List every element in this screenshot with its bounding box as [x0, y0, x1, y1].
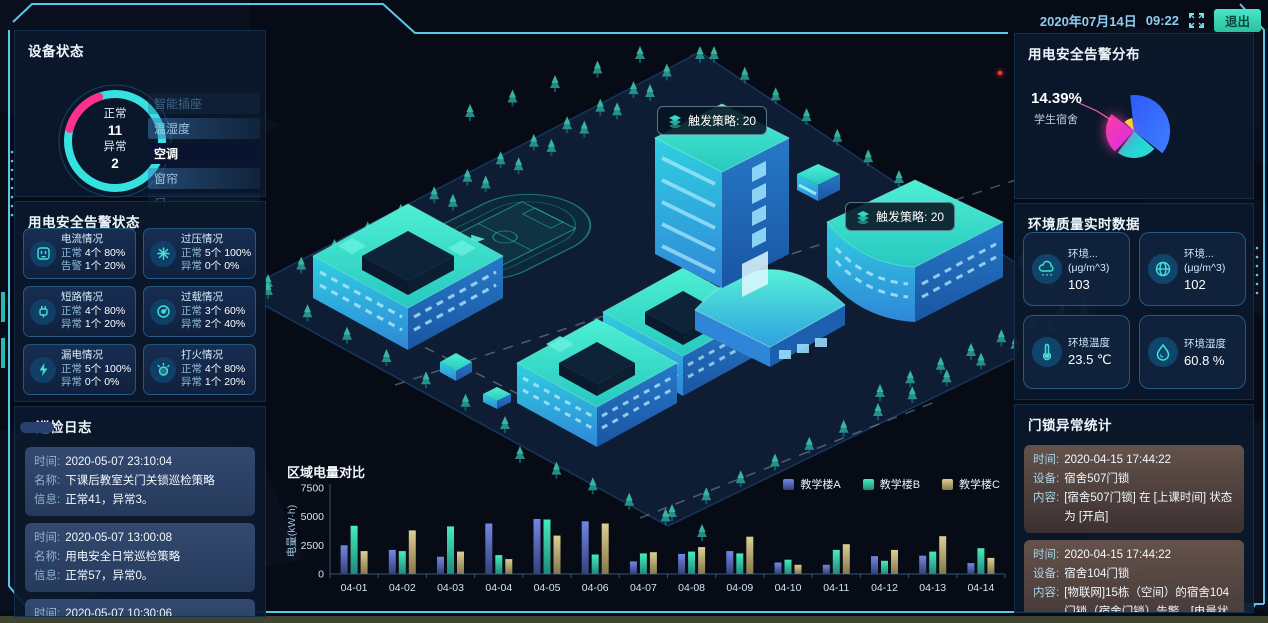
ac-icon — [150, 240, 176, 267]
svg-text:2500: 2500 — [301, 540, 325, 552]
svg-text:7500: 7500 — [301, 483, 325, 495]
exit-button[interactable]: 退出 — [1213, 9, 1261, 32]
title-tag-decoration — [20, 422, 54, 433]
svg-text:电量(kW·h): 电量(kW·h) — [285, 505, 298, 558]
power-alarm-cards: 电流情况 正常 4个 80% 告警 1个 20% 过压情况 正常 5个 100%… — [23, 228, 261, 395]
alarm-distribution-panel: 用电安全告警分布 14.39% 学生宿舍 — [1014, 33, 1254, 199]
svg-text:04-07: 04-07 — [630, 582, 657, 594]
socket-icon — [30, 240, 56, 267]
alarm-card-leakage[interactable]: 漏电情况 正常 5个 100% 异常 0个 0% — [23, 344, 136, 395]
device-status-panel: 设备状态 正常 11 异常 2 智能插座 温湿度 空调 窗帘 门 — [14, 30, 266, 214]
inspection-log-panel: 巡检日志 时间: 2020-05-07 23:10:04 名称: 下课后教室关门关锁… — [14, 406, 266, 617]
pie-highlight-label: 学生宿舍 — [1034, 114, 1078, 126]
svg-text:04-09: 04-09 — [726, 582, 753, 594]
humidity-icon — [1148, 337, 1178, 367]
environment-cards: 环境... (μg/m^3) 103 环境... (μg/m^3) 102 环境… — [1023, 232, 1249, 389]
header-time: 09:22 — [1145, 13, 1179, 28]
gauge-icon — [150, 298, 176, 325]
layers-icon — [668, 114, 682, 128]
power-alarm-title: 用电安全告警状态 — [28, 215, 140, 230]
header-date: 2020年07月14日 — [1039, 14, 1137, 29]
pie-highlight-percent: 14.39% — [1031, 90, 1082, 107]
pm-sensor-icon — [1032, 254, 1062, 284]
legend-item[interactable]: 教学楼C — [942, 476, 1000, 492]
svg-text:04-04: 04-04 — [485, 582, 512, 594]
bar-chart-legend: 教学楼A 教学楼B 教学楼C — [783, 476, 1000, 492]
layers-icon — [856, 210, 870, 224]
map-tooltip-curved[interactable]: 触发策略: 20 — [845, 202, 956, 231]
power-alarm-panel: 用电安全告警状态 电流情况 正常 4个 80% 告警 1个 20% 过压情况 正… — [14, 201, 266, 402]
svg-text:04-03: 04-03 — [437, 582, 464, 594]
header-bar: 2020年07月14日 09:22 退出 — [1040, 9, 1261, 32]
lightning-icon — [30, 356, 56, 383]
alarm-card-overload[interactable]: 过载情况 正常 3个 60% 异常 2个 40% — [143, 286, 256, 337]
alarm-card-sparking[interactable]: 打火情况 正常 4个 80% 异常 1个 20% — [143, 344, 256, 395]
globe-icon — [1148, 254, 1178, 284]
legend-swatch — [862, 478, 874, 490]
svg-text:04-14: 04-14 — [967, 582, 994, 594]
tooltip-value: 20 — [742, 114, 757, 128]
inspection-log-title: 巡检日志 — [15, 407, 265, 440]
door-lock-panel: 门锁异常统计 时间: 2020-04-15 17:44:22 设备: 宿舍507门锁… — [1014, 404, 1254, 613]
svg-text:04-12: 04-12 — [871, 582, 898, 594]
legend-item-curtain[interactable]: 窗帘 — [148, 168, 260, 189]
svg-text:04-13: 04-13 — [919, 582, 946, 594]
device-ring-center: 正常 11 异常 2 — [103, 108, 127, 171]
legend-swatch — [783, 478, 795, 490]
tooltip-label: 触发策略: — [688, 114, 740, 128]
tooltip-value: 20 — [930, 210, 945, 224]
svg-text:04-06: 04-06 — [582, 582, 609, 594]
legend-item-temp-humidity[interactable]: 温湿度 — [148, 118, 260, 139]
alarm-card-short-circuit[interactable]: 短路情况 正常 4个 80% 异常 1个 20% — [23, 286, 136, 337]
tooltip-label: 触发策略: — [876, 210, 928, 224]
legend-item-smart-socket[interactable]: 智能插座 — [148, 93, 260, 114]
svg-text:04-05: 04-05 — [534, 582, 561, 594]
svg-text:0: 0 — [318, 569, 324, 581]
door-lock-title: 门锁异常统计 — [1028, 418, 1112, 433]
spark-icon — [150, 356, 176, 383]
svg-text:04-10: 04-10 — [775, 582, 802, 594]
legend-item-aircon[interactable]: 空调 — [148, 143, 260, 164]
door-lock-entry[interactable]: 时间: 2020-04-15 17:44:22 设备: 宿舍507门锁 内容: [宿舍… — [1024, 445, 1244, 533]
svg-text:04-11: 04-11 — [823, 582, 849, 594]
legend-label: 教学楼A — [800, 479, 841, 491]
legend-label: 教学楼B — [879, 479, 921, 491]
alarm-card-overvoltage[interactable]: 过压情况 正常 5个 100% 异常 0个 0% — [143, 228, 256, 279]
region-power-chart: 区域电量对比 教学楼A 教学楼B 教学楼C 0 2500 5000 7500 电量(kW·h… — [283, 461, 1008, 611]
environment-panel: 环境质量实时数据 环境... (μg/m^3) 103 环境... (μg/m^… — [1014, 203, 1254, 400]
env-card-pm[interactable]: 环境... (μg/m^3) 103 — [1023, 232, 1130, 306]
plug-icon — [30, 298, 56, 325]
device-status-title: 设备状态 — [28, 44, 84, 59]
alarm-card-current[interactable]: 电流情况 正常 4个 80% 告警 1个 20% — [23, 228, 136, 279]
legend-item[interactable]: 教学楼B — [862, 476, 921, 492]
legend-item[interactable]: 教学楼A — [783, 476, 841, 492]
env-card-pm10[interactable]: 环境... (μg/m^3) 102 — [1139, 232, 1246, 306]
svg-text:04-01: 04-01 — [341, 582, 368, 594]
alarm-distribution-title: 用电安全告警分布 — [1028, 47, 1140, 62]
svg-text:5000: 5000 — [301, 511, 325, 523]
legend-label: 教学楼C — [959, 479, 1000, 491]
env-card-humidity[interactable]: 环境湿度 60.8 % — [1139, 315, 1246, 389]
env-card-temperature[interactable]: 环境温度 23.5 ℃ — [1023, 315, 1130, 389]
inspection-log-entry[interactable]: 时间:2020-05-07 10:30:06 名称:上课时间娱乐室使用情况巡检策… — [25, 599, 255, 616]
bottom-strip — [0, 616, 1268, 623]
temperature-icon — [1032, 337, 1062, 367]
device-status-ring-chart — [58, 84, 172, 198]
map-tooltip-tower[interactable]: 触发策略: 20 — [657, 106, 768, 135]
environment-title: 环境质量实时数据 — [1028, 217, 1140, 232]
device-type-legend: 智能插座 温湿度 空调 窗帘 门 — [148, 93, 260, 218]
inspection-log-entry[interactable]: 时间: 2020-05-07 13:00:08 名称: 用电安全日常巡检策略 信息:… — [25, 523, 255, 592]
fullscreen-icon[interactable] — [1188, 12, 1205, 29]
bar-chart-title: 区域电量对比 — [287, 465, 366, 480]
svg-text:04-08: 04-08 — [678, 582, 705, 594]
door-lock-entry[interactable]: 时间: 2020-04-15 17:44:22 设备: 宿舍104门锁 内容: [物联… — [1024, 540, 1244, 612]
inspection-log-entry[interactable]: 时间: 2020-05-07 23:10:04 名称: 下课后教室关门关锁巡检策略 … — [25, 447, 255, 516]
legend-swatch — [942, 478, 954, 490]
svg-text:04-02: 04-02 — [389, 582, 416, 594]
alarm-distribution-pie-chart[interactable] — [1015, 58, 1255, 198]
